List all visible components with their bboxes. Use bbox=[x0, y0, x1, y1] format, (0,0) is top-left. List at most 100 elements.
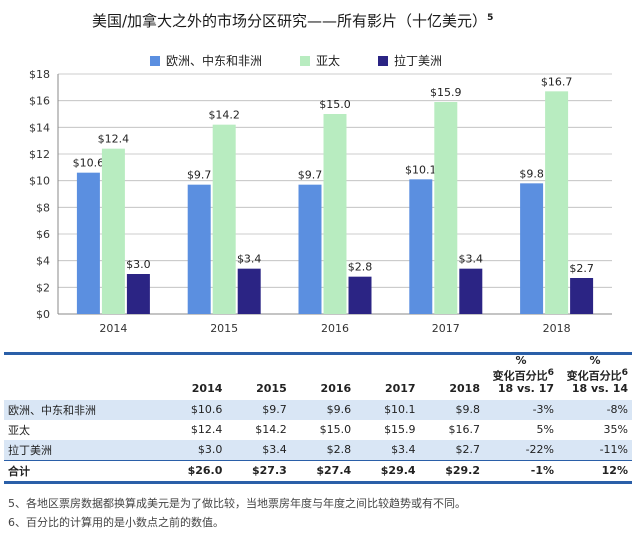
bar-value-label: $9.7 bbox=[298, 169, 323, 182]
bar-emea bbox=[76, 172, 100, 314]
table-header-year: 2014 bbox=[162, 351, 227, 400]
bar-value-label: $15.0 bbox=[319, 98, 351, 111]
bar-apac bbox=[545, 91, 569, 314]
chart-title-text: 美国/加拿大之外的市场分区研究——所有影片（十亿美元） bbox=[92, 12, 488, 30]
legend-label-emea: 欧洲、中东和非洲 bbox=[166, 54, 263, 68]
table-header-year: 2018 bbox=[419, 351, 484, 400]
change-footnote: 6 bbox=[547, 366, 554, 378]
table-cell: $9.8 bbox=[419, 399, 484, 420]
bar-chart: $0 $2 $4 $6 $8 $10 $12 $14 $16 $18 $10.6 $12.4 $3.0 2… bbox=[29, 68, 612, 335]
y-tick-label: $10 bbox=[29, 175, 50, 188]
y-tick-label: $12 bbox=[29, 148, 50, 161]
footnotes: 5、各地区票房数据都换算成美元是为了做比较，当地票房年度与年度之间比较趋势或有不… bbox=[8, 494, 466, 532]
table-cell: -8% bbox=[558, 399, 632, 420]
x-tick-label: 2015 bbox=[210, 322, 238, 335]
table-cell: $27.4 bbox=[290, 459, 356, 484]
data-table: 2014 2015 2016 2017 2018 % 变化百分比6 18 vs.… bbox=[4, 351, 632, 484]
bar-value-label: $3.4 bbox=[237, 253, 262, 266]
row-label: 合计 bbox=[4, 459, 162, 484]
legend-item-latam: 拉丁美洲 bbox=[378, 52, 442, 69]
table-cell: $9.7 bbox=[226, 399, 291, 420]
y-tick-label: $8 bbox=[36, 201, 50, 214]
table-cell: -22% bbox=[484, 439, 558, 461]
footnote: 6、百分比的计算用的是小数点之前的数值。 bbox=[8, 516, 224, 529]
table-cell: -11% bbox=[558, 439, 632, 461]
table-cell: $2.8 bbox=[290, 439, 356, 461]
table-cell: $2.7 bbox=[419, 439, 484, 461]
table-cell: $16.7 bbox=[448, 423, 481, 437]
y-tick-label: $4 bbox=[36, 255, 50, 268]
table-cell: $27.3 bbox=[226, 459, 291, 484]
bar-apac bbox=[101, 148, 125, 314]
chart-title: 美国/加拿大之外的市场分区研究——所有影片（十亿美元）5 bbox=[92, 10, 493, 31]
bar-value-label: $10.1 bbox=[405, 163, 437, 176]
bar-value-label: $10.6 bbox=[73, 157, 105, 170]
change-label: 变化百分比 bbox=[492, 369, 548, 383]
table-cell: $26.0 bbox=[162, 459, 227, 484]
bar-value-label: $12.4 bbox=[98, 133, 130, 146]
legend-swatch-emea bbox=[150, 55, 160, 66]
bar-value-label: $9.8 bbox=[519, 167, 544, 180]
bar-emea bbox=[409, 179, 433, 314]
pct-symbol: % bbox=[589, 354, 601, 367]
table-cell: $3.4 bbox=[226, 439, 291, 461]
table-header-year: 2015 bbox=[226, 351, 291, 400]
y-tick-label: $6 bbox=[36, 228, 50, 241]
bar-apac bbox=[434, 102, 458, 314]
table-header-blank bbox=[4, 351, 162, 400]
bar-latam bbox=[237, 268, 261, 314]
table-header-row: 2014 2015 2016 2017 2018 % 变化百分比6 18 vs.… bbox=[4, 351, 632, 400]
bar-latam bbox=[570, 278, 594, 314]
change-footnote: 6 bbox=[621, 366, 628, 378]
bar-latam bbox=[348, 276, 372, 314]
x-tick-label: 2016 bbox=[321, 322, 349, 335]
table-cell: -3% bbox=[484, 399, 558, 420]
change-sub: 18 vs. 14 bbox=[571, 381, 628, 395]
legend-item-apac: 亚太 bbox=[300, 52, 340, 69]
table-cell: $12.4 bbox=[190, 423, 223, 437]
footnote: 5、各地区票房数据都换算成美元是为了做比较，当地票房年度与年度之间比较趋势或有不… bbox=[8, 497, 466, 510]
bar-value-label: $14.2 bbox=[208, 109, 240, 122]
pct-symbol: % bbox=[515, 354, 527, 367]
y-tick-label: $18 bbox=[29, 68, 50, 81]
bar-emea bbox=[298, 184, 322, 314]
change-sub: 18 vs. 17 bbox=[497, 381, 554, 395]
table-cell: $3.4 bbox=[355, 439, 420, 461]
legend-swatch-latam bbox=[378, 55, 389, 66]
x-tick-label: 2014 bbox=[99, 322, 127, 335]
chart-title-footnote: 5 bbox=[487, 13, 494, 23]
x-tick-label: 2018 bbox=[543, 322, 571, 335]
table-cell: 5% bbox=[536, 423, 554, 437]
bar-latam bbox=[459, 268, 483, 314]
bar-value-label: $15.9 bbox=[430, 86, 462, 99]
bar-apac bbox=[323, 114, 347, 314]
y-tick-label: $0 bbox=[36, 308, 50, 321]
bar-apac bbox=[212, 124, 236, 315]
bar-value-label: $9.7 bbox=[187, 169, 212, 182]
legend-label-apac: 亚太 bbox=[316, 54, 341, 68]
table-cell: $29.2 bbox=[419, 459, 484, 484]
table-cell: $10.1 bbox=[355, 399, 420, 420]
chart-legend: 欧洲、中东和非洲 亚太 拉丁美洲 bbox=[150, 52, 442, 69]
table-cell: $3.0 bbox=[162, 439, 227, 461]
table-cell: -1% bbox=[484, 459, 558, 484]
bar-value-label: $16.7 bbox=[541, 75, 573, 88]
bar-latam bbox=[126, 274, 150, 314]
y-tick-label: $14 bbox=[29, 121, 50, 134]
table-row-apac: 亚太 $12.4 $14.2 $15.0 $15.9 $16.7 5% 35% bbox=[4, 420, 632, 440]
legend-label-latam: 拉丁美洲 bbox=[394, 54, 443, 68]
table-header-year: 2017 bbox=[355, 351, 420, 400]
table-row-latam: 拉丁美洲 $3.0 $3.4 $2.8 $3.4 $2.7 -22% -11% bbox=[4, 439, 632, 461]
table-header-change-18v14: % 变化百分比6 18 vs. 14 bbox=[558, 351, 632, 400]
table-row-emea: 欧洲、中东和非洲 $10.6 $9.7 $9.6 $10.1 $9.8 -3% … bbox=[4, 399, 632, 420]
bar-value-label: $3.4 bbox=[459, 253, 484, 266]
bar-emea bbox=[187, 184, 211, 314]
legend-swatch-apac bbox=[300, 55, 311, 66]
table-cell: 35% bbox=[603, 423, 628, 437]
table-header-year: 2016 bbox=[290, 351, 356, 400]
table-header-change-18v17: % 变化百分比6 18 vs. 17 bbox=[484, 351, 558, 400]
row-label: 拉丁美洲 bbox=[4, 439, 162, 461]
table-cell: $15.9 bbox=[384, 423, 416, 437]
table-cell: $14.2 bbox=[255, 423, 287, 437]
bar-value-label: $2.8 bbox=[348, 261, 373, 274]
